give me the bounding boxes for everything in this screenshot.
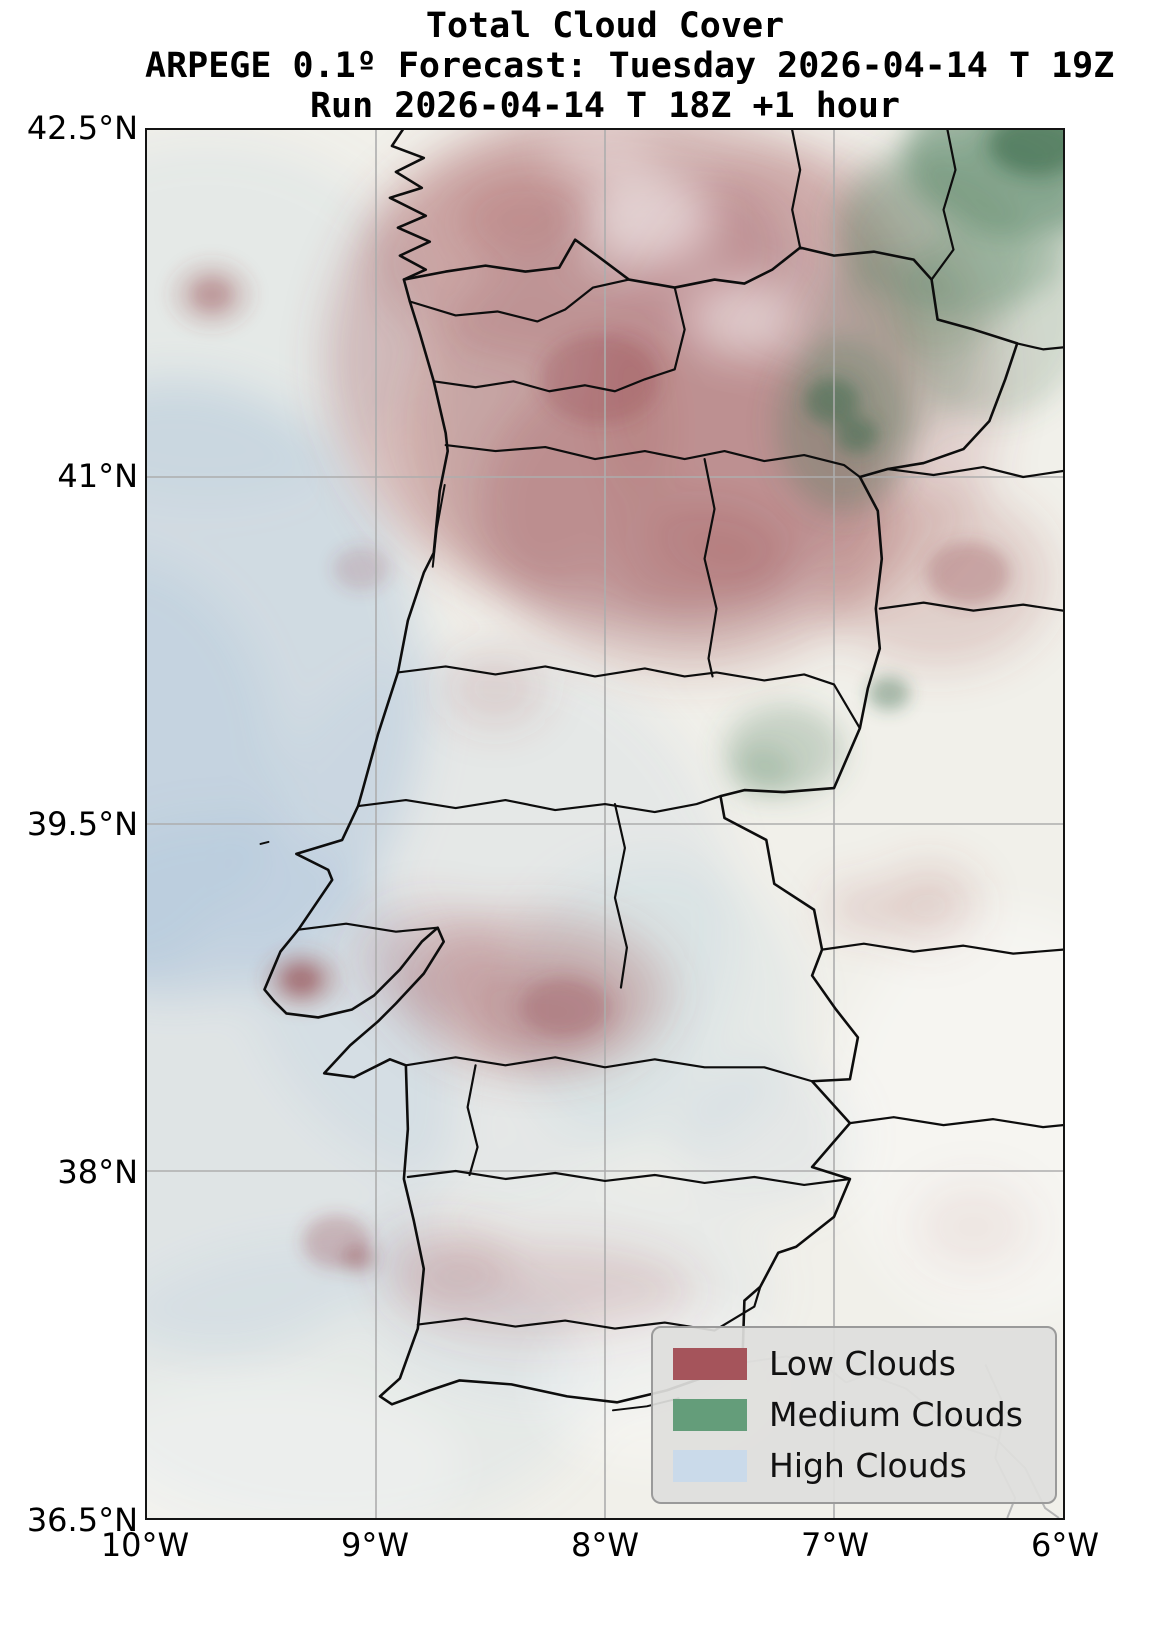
x-tick-7w: 7°W [801,1526,869,1564]
x-tick-6w: 6°W [1031,1526,1099,1564]
title-block: Total Cloud Cover ARPEGE 0.1º Forecast: … [145,6,1115,126]
district-line-evora-north [404,1056,814,1083]
aveiro-lagoon-spit [431,483,446,568]
chart-subtitle-run: Run 2026-04-14 T 18Z +1 hour [309,86,900,126]
legend-label-medium-clouds: Medium Clouds [769,1395,1023,1434]
legend-item-medium-clouds: Medium Clouds [673,1397,1035,1433]
medium-clouds-dense-spots [805,130,1063,711]
district-line-lisboa-santarem [297,922,439,933]
legend: Low Clouds Medium Clouds High Clouds [651,1326,1057,1504]
x-tick-9w: 9°W [341,1526,409,1564]
spain-line-andalucia [848,1116,1063,1129]
spain-line-salamanca [878,601,1063,612]
y-tick-38n: 38°N [57,1153,138,1191]
coastline [263,130,746,1406]
district-line-santarem-portalegre [613,802,628,989]
district-line-leiria-santarem [356,794,722,814]
legend-item-high-clouds: High Clouds [673,1448,1035,1484]
y-tick-39-5n: 39.5°N [26,805,138,843]
chart-title: Total Cloud Cover [425,6,785,46]
spain-line-zamora [1016,342,1063,351]
district-line-viseu-guarda [703,457,718,678]
district-line-beja-north [406,1169,852,1187]
district-line-setubal-evora [466,1064,479,1177]
district-line-coimbra-guarda [396,665,861,730]
y-tick-36-5n: 36.5°N [26,1501,138,1539]
medium-clouds-layer [724,130,1063,797]
cloud-cover-map [147,130,1063,1518]
district-line-viana-braga [408,278,630,323]
spain-line-extremadura [820,942,1063,955]
x-tick-10w: 10°W [100,1526,190,1564]
chart-subtitle-forecast: ARPEGE 0.1º Forecast: Tuesday 2026-04-14… [145,46,1115,86]
spain-line-douro-east [886,465,1063,479]
spain-line-galicia-vertical [791,130,802,249]
low-clouds-dense-spots [169,259,1011,1272]
district-line-algarve-north [416,1285,762,1332]
y-tick-41n: 41°N [57,457,138,495]
map-plot-area: Low Clouds Medium Clouds High Clouds [145,128,1065,1520]
gridlines [147,130,1063,1518]
legend-swatch-medium-clouds [673,1399,747,1431]
legend-item-low-clouds: Low Clouds [673,1346,1035,1382]
legend-label-low-clouds: Low Clouds [769,1344,956,1383]
district-line-braga-porto [432,286,686,393]
boundaries [259,130,1063,1412]
y-tick-42-5n: 42.5°N [26,109,138,147]
legend-swatch-high-clouds [673,1450,747,1482]
spain-line-ourense-vertical [930,130,957,281]
district-line-douro [444,443,861,479]
x-tick-8w: 8°W [571,1526,639,1564]
berlengas-islet [259,840,270,845]
legend-swatch-low-clouds [673,1348,747,1380]
legend-label-high-clouds: High Clouds [769,1446,967,1485]
